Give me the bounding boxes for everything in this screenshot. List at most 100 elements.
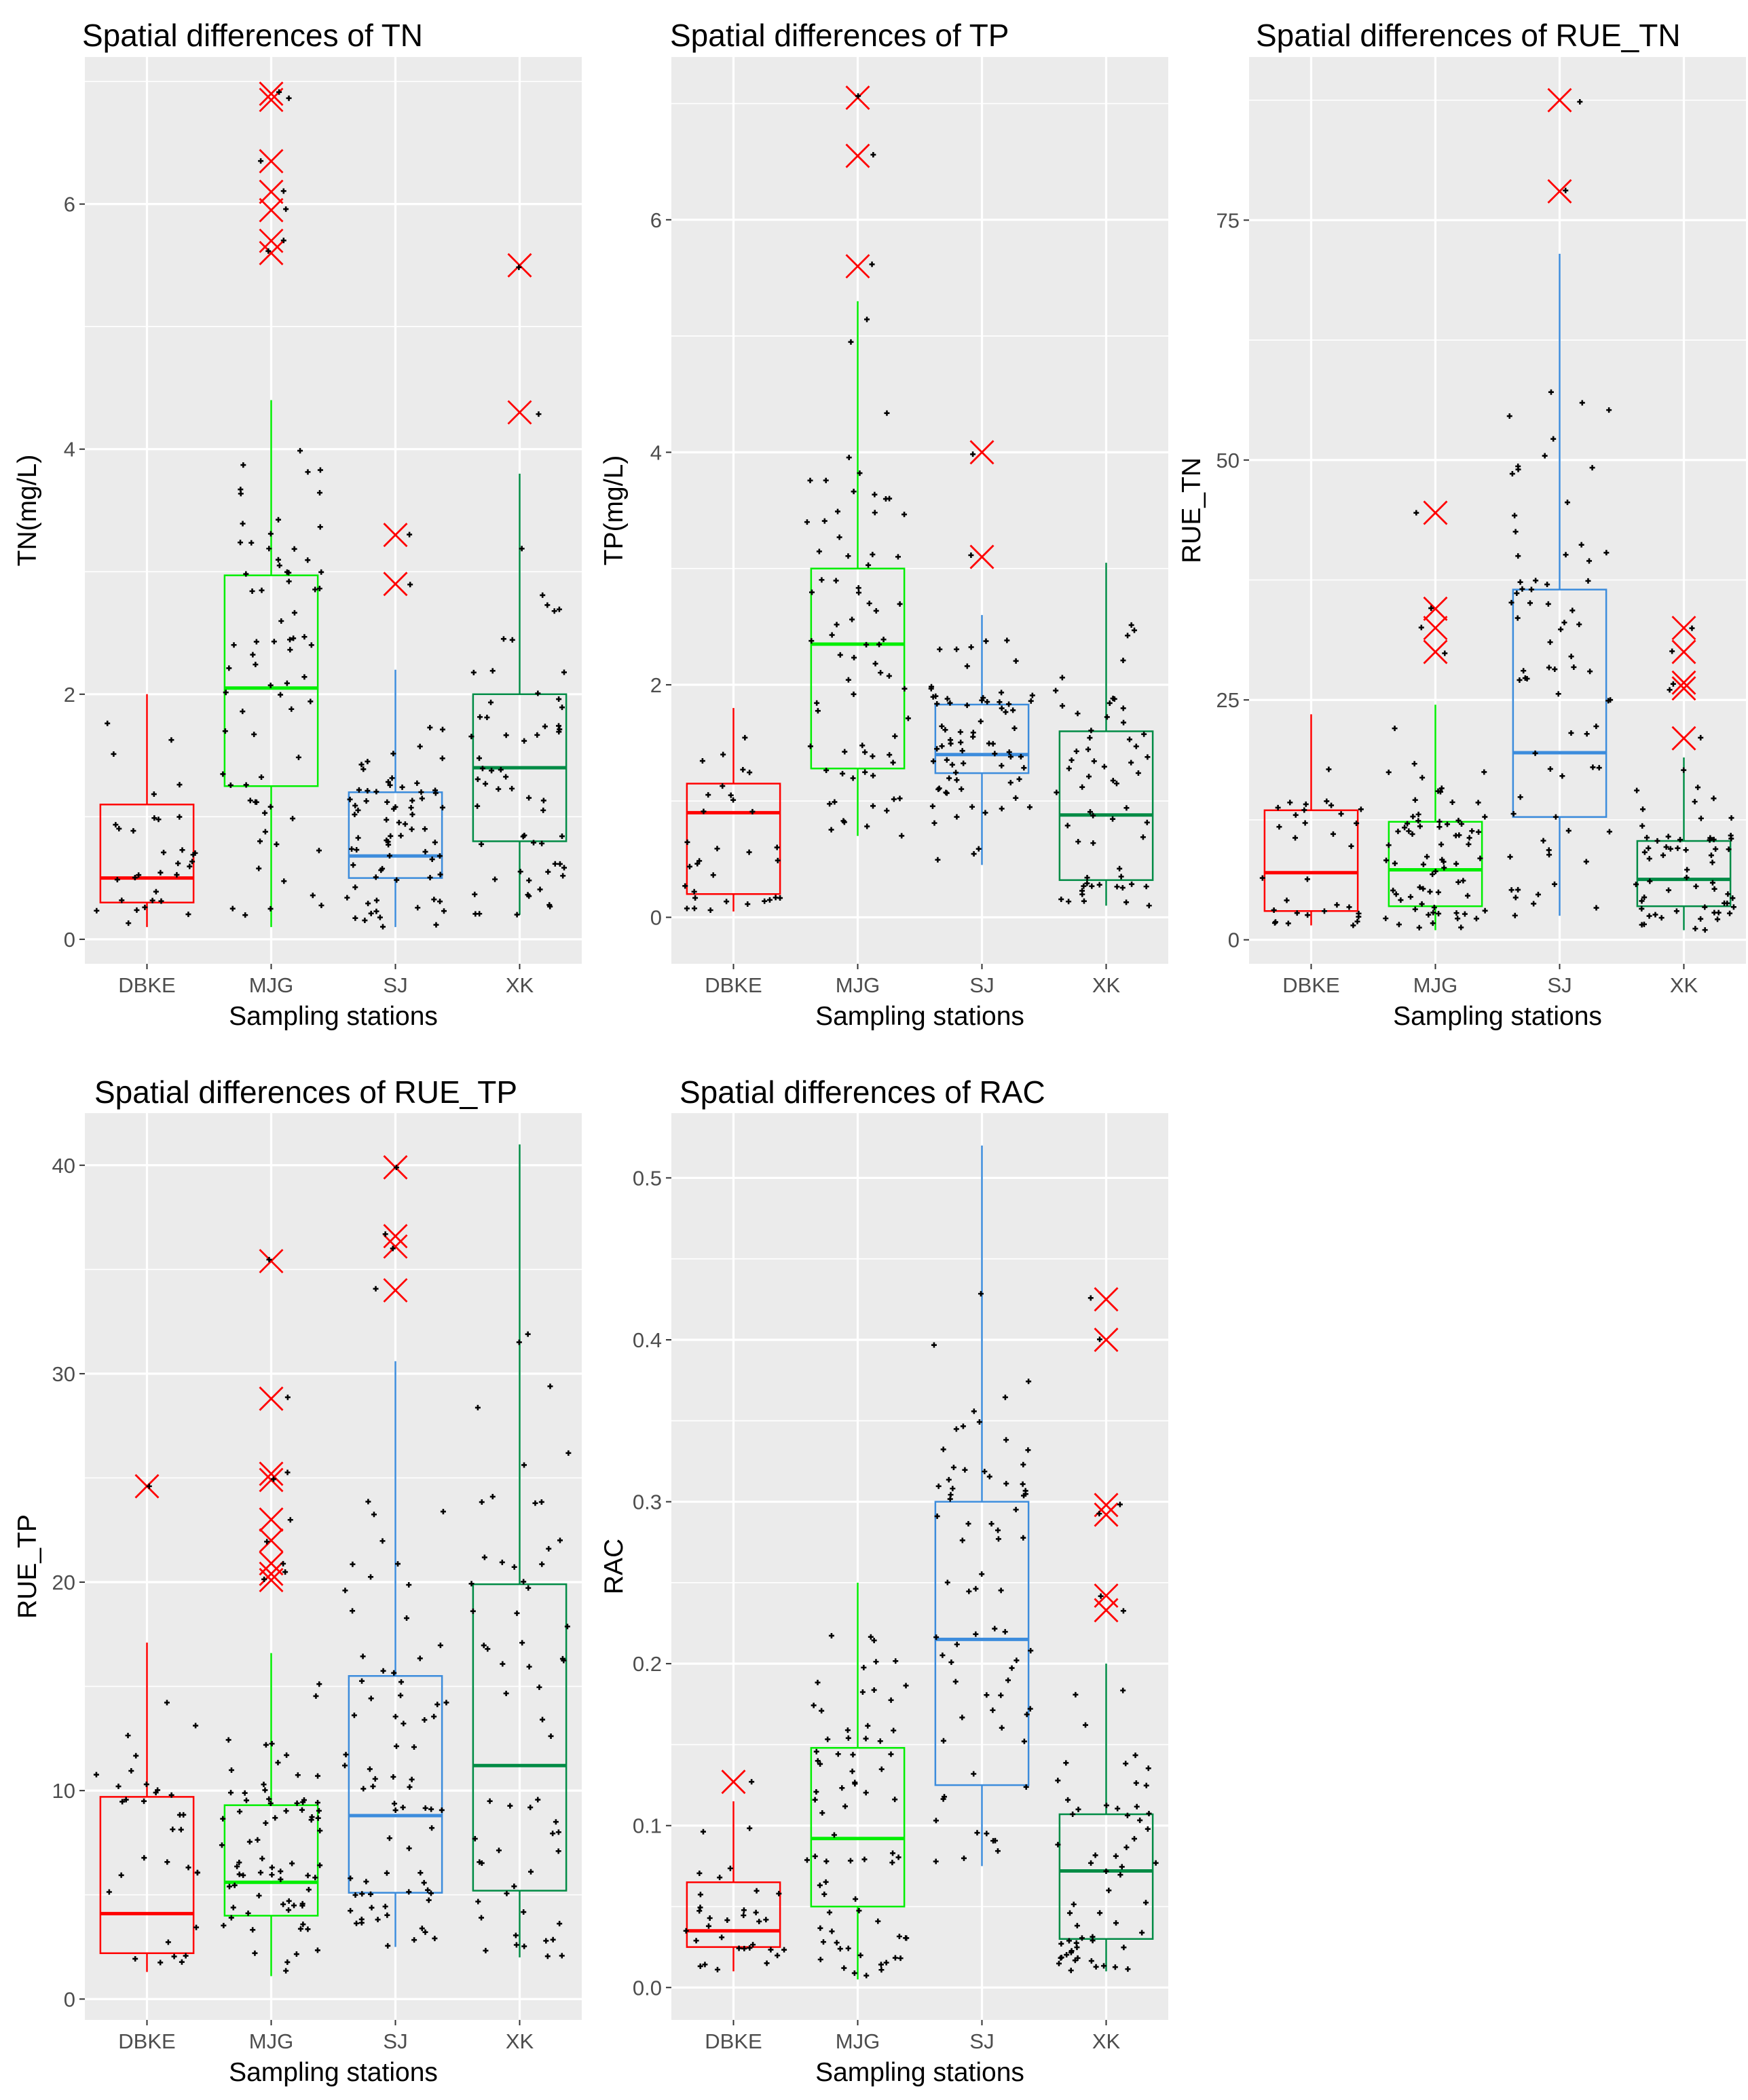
box-iqr: [348, 791, 443, 879]
data-point: [1392, 861, 1398, 867]
data-point: [846, 455, 852, 461]
data-point: [746, 849, 752, 855]
data-point: [369, 1905, 375, 1911]
data-point: [819, 1708, 825, 1714]
data-point: [1469, 828, 1475, 834]
data-point: [821, 1891, 827, 1897]
data-point: [1436, 911, 1442, 917]
data-point: [373, 908, 379, 914]
data-point: [1666, 887, 1671, 893]
data-point: [1101, 1963, 1107, 1969]
data-point: [488, 699, 494, 705]
data-point: [349, 846, 355, 852]
outlier-stroke: [259, 149, 284, 174]
points-sj: [931, 1291, 1034, 1864]
data-point: [684, 905, 690, 912]
data-point: [1020, 1481, 1026, 1487]
data-point: [309, 1814, 315, 1820]
data-point: [939, 743, 945, 749]
data-point: [272, 1815, 278, 1821]
data-point: [316, 1681, 322, 1687]
data-point: [317, 1862, 323, 1869]
outlier-stroke: [1671, 639, 1696, 664]
data-point: [262, 810, 268, 816]
data-point: [1606, 829, 1612, 835]
data-point: [1558, 626, 1564, 633]
data-point: [475, 803, 481, 809]
data-point: [971, 1771, 977, 1777]
data-point: [1546, 664, 1552, 671]
data-point: [236, 1871, 242, 1877]
outlier-stroke: [259, 179, 284, 204]
data-point: [422, 1805, 428, 1811]
data-point: [839, 1785, 845, 1791]
data-point: [380, 924, 386, 930]
data-point: [700, 1829, 706, 1835]
data-point: [256, 1892, 262, 1898]
data-point: [1053, 688, 1059, 694]
data-point: [132, 875, 138, 881]
data-point: [1711, 795, 1717, 802]
data-point: [697, 1963, 703, 1969]
data-point: [1411, 761, 1417, 767]
data-point: [481, 1643, 487, 1649]
data-point: [240, 462, 246, 468]
data-point: [1073, 1691, 1079, 1698]
data-point: [1510, 811, 1517, 817]
data-point: [536, 1684, 542, 1690]
data-point: [1115, 1805, 1121, 1812]
data-point: [286, 569, 292, 576]
data-point: [280, 188, 286, 194]
data-point: [194, 1870, 200, 1876]
data-point: [179, 847, 185, 853]
data-point: [873, 607, 879, 614]
box-iqr: [1636, 840, 1732, 907]
data-point: [727, 1865, 733, 1871]
data-point: [817, 1882, 823, 1888]
data-point: [550, 1831, 556, 1837]
data-point: [946, 1477, 952, 1483]
data-point: [359, 1678, 365, 1684]
data-point: [1435, 889, 1441, 895]
data-point: [382, 1903, 388, 1909]
data-point: [682, 883, 688, 889]
data-point: [1146, 1810, 1152, 1816]
data-point: [1416, 924, 1422, 931]
data-point: [1641, 895, 1648, 901]
data-point: [1068, 1968, 1074, 1974]
data-point: [999, 806, 1005, 812]
data-point: [1456, 832, 1462, 838]
y-axis-label: RUE_TP: [13, 1514, 42, 1619]
data-point: [1546, 847, 1552, 853]
data-point: [276, 563, 282, 569]
data-point: [998, 1692, 1004, 1698]
data-point: [1140, 834, 1146, 840]
data-point: [500, 1661, 506, 1667]
data-point: [1547, 639, 1553, 645]
points-dbke: [683, 1779, 787, 1972]
data-point: [1645, 845, 1652, 851]
box-iqr: [686, 1881, 781, 1948]
data-point: [1104, 714, 1110, 720]
data-point: [484, 715, 490, 721]
data-point: [417, 743, 423, 749]
data-point: [1669, 648, 1675, 654]
data-point: [948, 1492, 954, 1498]
data-point: [392, 1801, 398, 1807]
data-point: [519, 1640, 525, 1646]
data-point: [876, 641, 882, 648]
data-point: [295, 1772, 301, 1778]
box-iqr: [1388, 821, 1483, 907]
data-point: [871, 1687, 877, 1693]
data-point: [432, 1935, 438, 1941]
panel-background: [671, 57, 1168, 964]
data-point: [240, 709, 246, 715]
data-point: [929, 803, 935, 809]
data-point: [897, 795, 903, 802]
data-point: [470, 1608, 476, 1614]
data-point: [540, 807, 546, 813]
data-point: [1133, 1780, 1139, 1786]
data-point: [1517, 677, 1523, 683]
data-point: [853, 1896, 859, 1902]
data-point: [1545, 601, 1551, 607]
